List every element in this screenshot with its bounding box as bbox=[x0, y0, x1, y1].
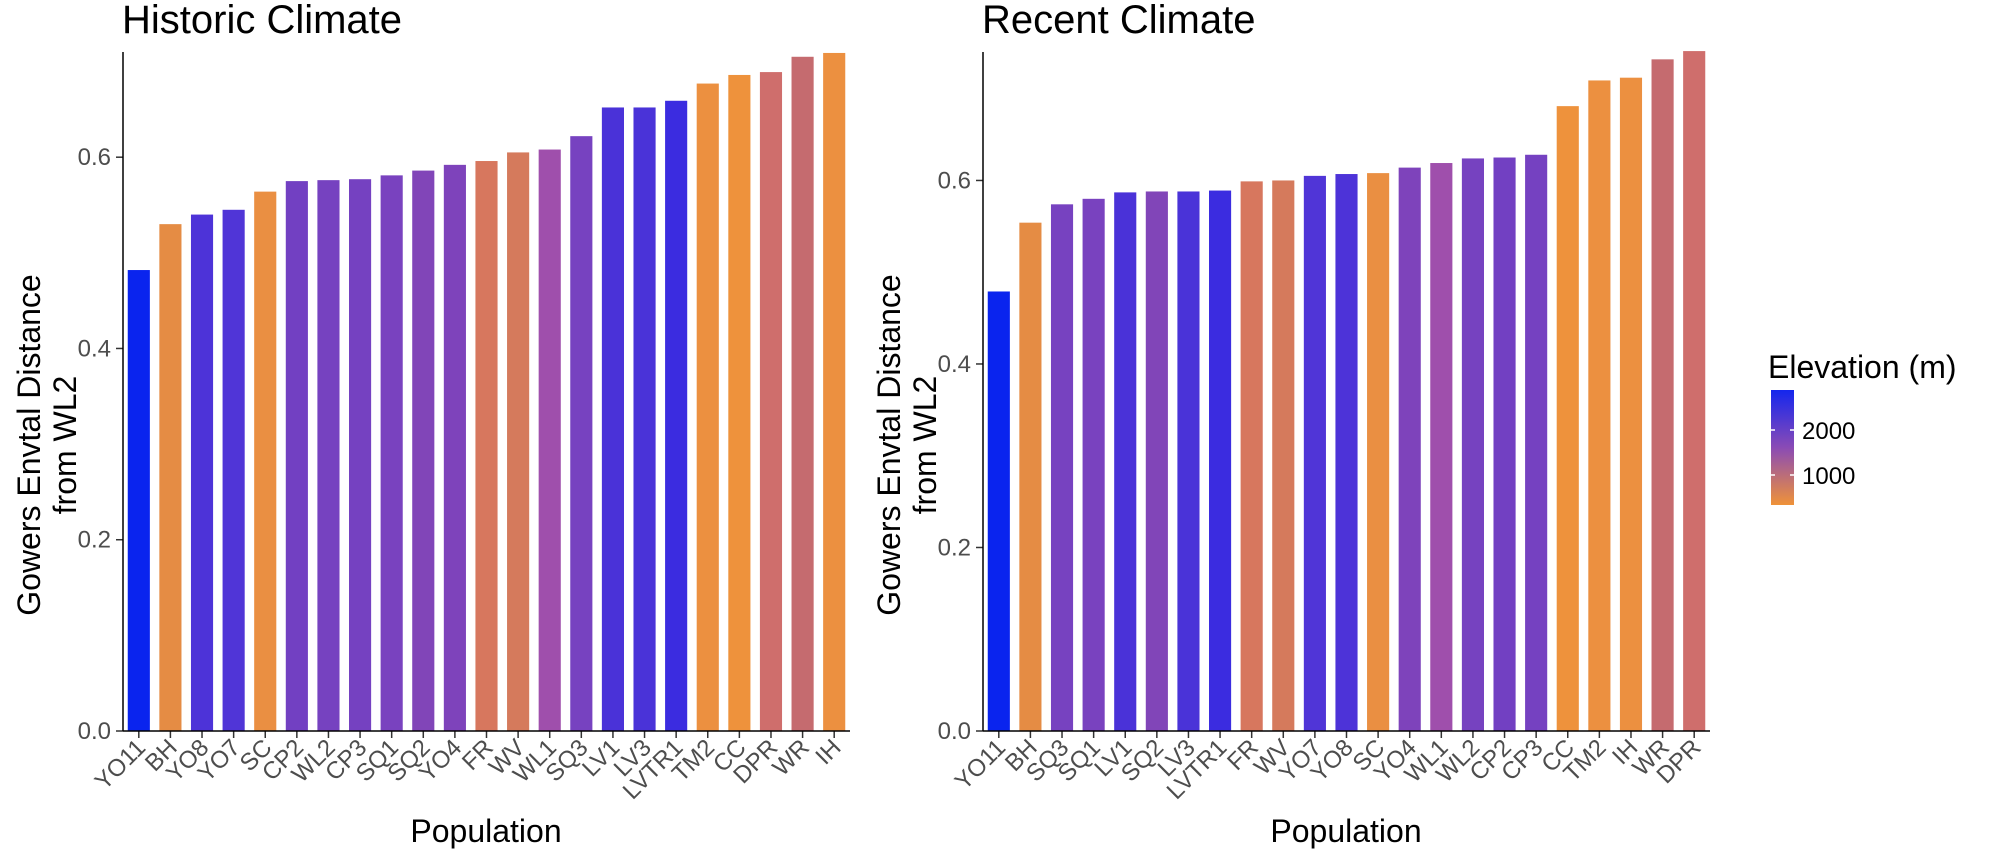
bar-lv3 bbox=[633, 107, 656, 732]
legend-colorbar bbox=[1771, 390, 1794, 505]
recent-climate-panel: Recent Climate Gowers Envtal Distance fr… bbox=[871, 0, 1710, 849]
legend-title: Elevation (m) bbox=[1768, 349, 1957, 385]
y-tick-label: 0.6 bbox=[938, 167, 971, 194]
bar-yo4 bbox=[1398, 167, 1421, 731]
bar-cc bbox=[1556, 106, 1579, 732]
bar-cp2 bbox=[1493, 157, 1516, 731]
legend-label-1000: 1000 bbox=[1802, 463, 1855, 490]
x-axis-title: Population bbox=[1270, 813, 1421, 849]
bar-sq3 bbox=[1050, 204, 1074, 731]
x-tick-labels: YO11BHSQ3SQ1LV1SQ2LV3LVTR1FRWVYO7YO8SCYO… bbox=[950, 731, 1706, 805]
panel-title: Historic Climate bbox=[122, 0, 402, 42]
bar-sq1 bbox=[1082, 198, 1105, 732]
bar-wl1 bbox=[1430, 163, 1453, 731]
y-ticks: 0.0 0.2 0.4 0.6 bbox=[938, 167, 983, 745]
x-axis-title: Population bbox=[410, 813, 561, 849]
bar-tm2 bbox=[1588, 80, 1611, 732]
bar-cp2 bbox=[285, 181, 308, 731]
y-axis-title-line2: from WL2 bbox=[47, 376, 83, 515]
bar-sc bbox=[1367, 173, 1390, 732]
y-axis-title-line2: from WL2 bbox=[907, 376, 943, 515]
bar-cc bbox=[728, 74, 751, 732]
bar-wl1 bbox=[538, 149, 561, 731]
bar-yo7 bbox=[222, 209, 245, 731]
bar-lv3 bbox=[1177, 191, 1200, 731]
panel-title: Recent Climate bbox=[982, 0, 1255, 42]
y-tick-label: 0.0 bbox=[938, 718, 971, 745]
bar-wv bbox=[1272, 180, 1295, 731]
historic-climate-panel: Historic Climate Gowers Envtal Distance … bbox=[11, 0, 850, 849]
bar-sq2 bbox=[1145, 191, 1168, 731]
bar-lv1 bbox=[1114, 192, 1137, 732]
bar-cp3 bbox=[1525, 154, 1548, 731]
bar-sc bbox=[254, 191, 277, 731]
bar-yo11 bbox=[987, 291, 1010, 731]
bar-fr bbox=[475, 161, 498, 732]
y-axis-title: Gowers Envtal Distance from WL2 bbox=[11, 274, 83, 615]
bar-yo11 bbox=[127, 270, 150, 731]
bar-lvtr1 bbox=[1209, 190, 1232, 731]
bar-dpr bbox=[759, 72, 783, 731]
bar-lv1 bbox=[601, 107, 624, 732]
bar-tm2 bbox=[696, 83, 719, 732]
bar-wv bbox=[507, 152, 530, 731]
y-tick-label: 0.6 bbox=[78, 144, 111, 171]
bar-cp3 bbox=[349, 179, 372, 731]
bar-wr bbox=[791, 56, 814, 732]
bar-bh bbox=[159, 224, 182, 731]
bars bbox=[127, 52, 846, 732]
bar-lvtr1 bbox=[665, 100, 688, 731]
bar-ih bbox=[1619, 77, 1643, 731]
y-ticks: 0.0 0.2 0.4 0.6 bbox=[78, 144, 123, 745]
bar-bh bbox=[1019, 222, 1042, 731]
bar-yo7 bbox=[1303, 175, 1326, 731]
y-axis-title: Gowers Envtal Distance from WL2 bbox=[871, 274, 943, 615]
bar-yo8 bbox=[190, 214, 214, 732]
bar-wr bbox=[1651, 59, 1674, 732]
bar-wl2 bbox=[317, 180, 340, 731]
y-axis-title-line1: Gowers Envtal Distance bbox=[11, 274, 47, 615]
bar-fr bbox=[1240, 181, 1263, 732]
bar-ih bbox=[823, 52, 846, 731]
bar-sq2 bbox=[412, 170, 435, 731]
y-tick-label: 0.4 bbox=[938, 351, 971, 378]
bar-yo4 bbox=[443, 164, 466, 731]
bars bbox=[987, 51, 1706, 732]
bar-sq1 bbox=[380, 175, 403, 731]
bar-wl2 bbox=[1461, 158, 1484, 731]
x-tick-labels: YO11BHYO8YO7SCCP2WL2CP3SQ1SQ2YO4FRWVWL1S… bbox=[90, 731, 846, 805]
legend-label-2000: 2000 bbox=[1802, 418, 1855, 445]
y-tick-label: 0.4 bbox=[78, 335, 111, 362]
y-axis-title-line1: Gowers Envtal Distance bbox=[871, 274, 907, 615]
y-tick-label: 0.0 bbox=[78, 718, 111, 745]
x-tick-label-wr: WR bbox=[767, 734, 814, 781]
y-tick-label: 0.2 bbox=[938, 534, 971, 561]
x-tick-label-ih: IH bbox=[810, 734, 846, 770]
elevation-legend: Elevation (m) 2000 1000 bbox=[1768, 349, 1957, 505]
bar-dpr bbox=[1683, 51, 1706, 731]
bar-sq3 bbox=[570, 136, 593, 732]
bar-yo8 bbox=[1335, 174, 1358, 731]
y-tick-label: 0.2 bbox=[78, 527, 111, 554]
